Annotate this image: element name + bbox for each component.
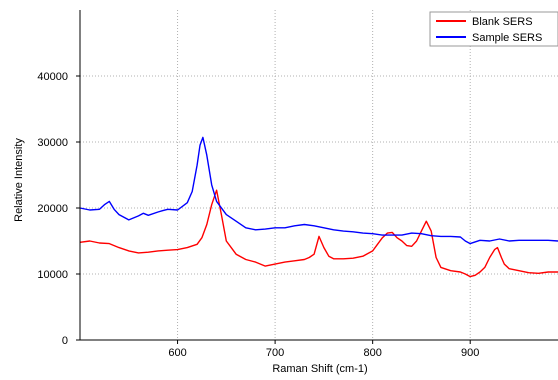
axis-ticks: 600 700 800 900 0 10000 20000 30000 40000 — [37, 71, 479, 359]
series-lines — [79, 136, 558, 278]
legend-label-blank: Blank SERS — [472, 16, 533, 28]
x-tick-label: 700 — [266, 347, 284, 359]
x-tick-label: 600 — [168, 347, 186, 359]
y-tick-label: 30000 — [37, 137, 68, 149]
series-line-blank-sers — [79, 189, 558, 278]
y-tick-label: 20000 — [37, 203, 68, 215]
y-tick-label: 10000 — [37, 269, 68, 281]
x-tick-label: 900 — [461, 347, 479, 359]
series-line-sample-sers — [79, 136, 558, 245]
legend-box — [429, 11, 558, 47]
y-tick-label: 40000 — [37, 71, 68, 83]
legend: Blank SERS Sample SERS — [429, 11, 558, 47]
x-tick-label: 800 — [363, 347, 381, 359]
x-axis-title: Raman Shift (cm-1) — [272, 363, 367, 375]
legend-label-sample: Sample SERS — [472, 32, 542, 44]
y-tick-label: 0 — [62, 335, 68, 347]
grid-lines — [80, 10, 558, 340]
plot-background — [80, 10, 558, 340]
y-axis-title: Relative Intensity — [13, 138, 25, 222]
